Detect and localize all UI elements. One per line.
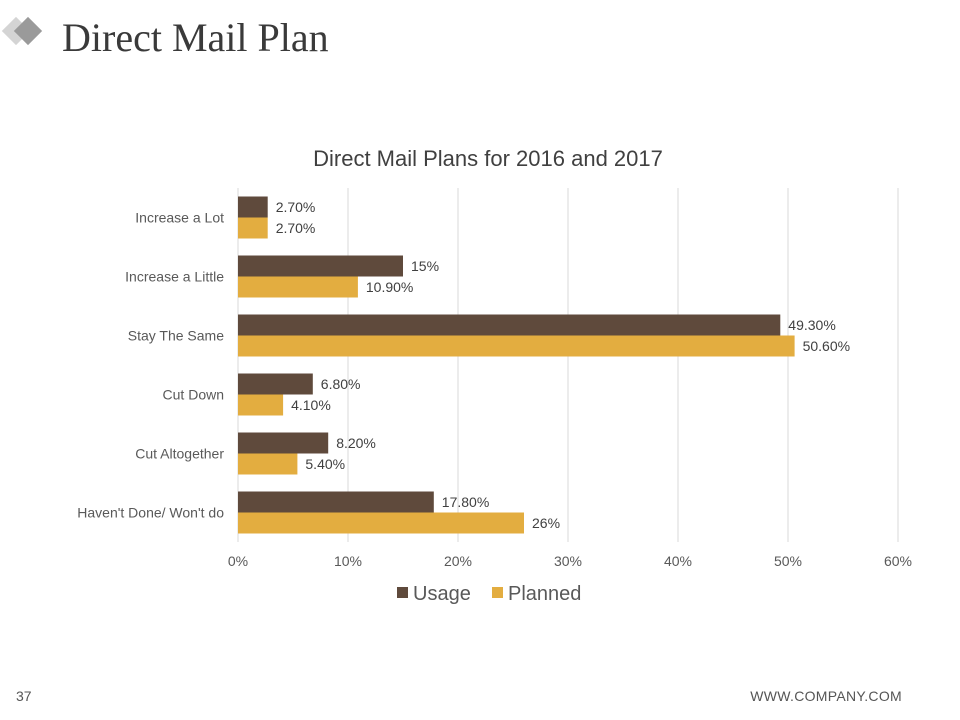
x-tick-label: 50%	[774, 553, 802, 569]
bar-usage	[238, 196, 268, 218]
x-tick-label: 60%	[884, 553, 912, 569]
footer-url: WWW.COMPANY.COM	[750, 688, 902, 704]
legend-label-planned: Planned	[508, 583, 581, 605]
data-labels: 2.70% 2.70% 15% 10.90% 49.30% 50.60% 6.80% 4.10…	[276, 199, 850, 531]
chart-legend: Usage Planned	[397, 583, 581, 605]
bar-usage	[238, 491, 434, 513]
legend-swatch-usage	[397, 587, 408, 598]
category-label: Haven't Done/ Won't do	[77, 505, 224, 521]
data-label: 15%	[411, 258, 439, 274]
data-label: 5.40%	[305, 456, 345, 472]
bar-planned	[238, 512, 524, 534]
bar-usage	[238, 373, 313, 395]
x-tick-label: 0%	[228, 553, 248, 569]
bar-usage	[238, 255, 403, 277]
legend-label-usage: Usage	[413, 583, 471, 605]
category-label: Increase a Little	[125, 269, 224, 285]
bar-usage	[238, 314, 781, 336]
data-label: 8.20%	[336, 435, 376, 451]
data-label: 49.30%	[788, 317, 835, 333]
x-tick-label: 30%	[554, 553, 582, 569]
grid-lines	[237, 188, 899, 542]
bar-planned	[238, 394, 284, 416]
data-label: 2.70%	[276, 220, 316, 236]
x-tick-label: 10%	[334, 553, 362, 569]
category-label: Cut Altogether	[135, 446, 224, 462]
data-label: 26%	[532, 515, 560, 531]
data-label: 50.60%	[803, 338, 850, 354]
legend-swatch-planned	[492, 587, 503, 598]
bar-planned	[238, 276, 358, 298]
bar-planned	[238, 453, 298, 475]
x-tick-label: 20%	[444, 553, 472, 569]
data-label: 2.70%	[276, 199, 316, 215]
bar-usage	[238, 432, 329, 454]
bars	[238, 196, 795, 534]
x-tick-label: 40%	[664, 553, 692, 569]
diamond-logo-icon	[1, 16, 43, 46]
bar-planned	[238, 217, 268, 239]
x-tick-labels: 0% 10% 20% 30% 40% 50% 60%	[228, 553, 912, 569]
data-label: 4.10%	[291, 397, 331, 413]
category-label: Stay The Same	[128, 328, 224, 344]
category-label: Cut Down	[163, 387, 224, 403]
data-label: 17.80%	[442, 494, 489, 510]
data-label: 10.90%	[366, 279, 413, 295]
slide-title: Direct Mail Plan	[62, 15, 329, 60]
page-number: 37	[16, 688, 32, 704]
category-label: Increase a Lot	[135, 210, 224, 226]
chart-title: Direct Mail Plans for 2016 and 2017	[313, 146, 663, 171]
bar-planned	[238, 335, 795, 357]
data-label: 6.80%	[321, 376, 361, 392]
category-labels: Increase a Lot Increase a Little Stay The …	[77, 210, 224, 521]
